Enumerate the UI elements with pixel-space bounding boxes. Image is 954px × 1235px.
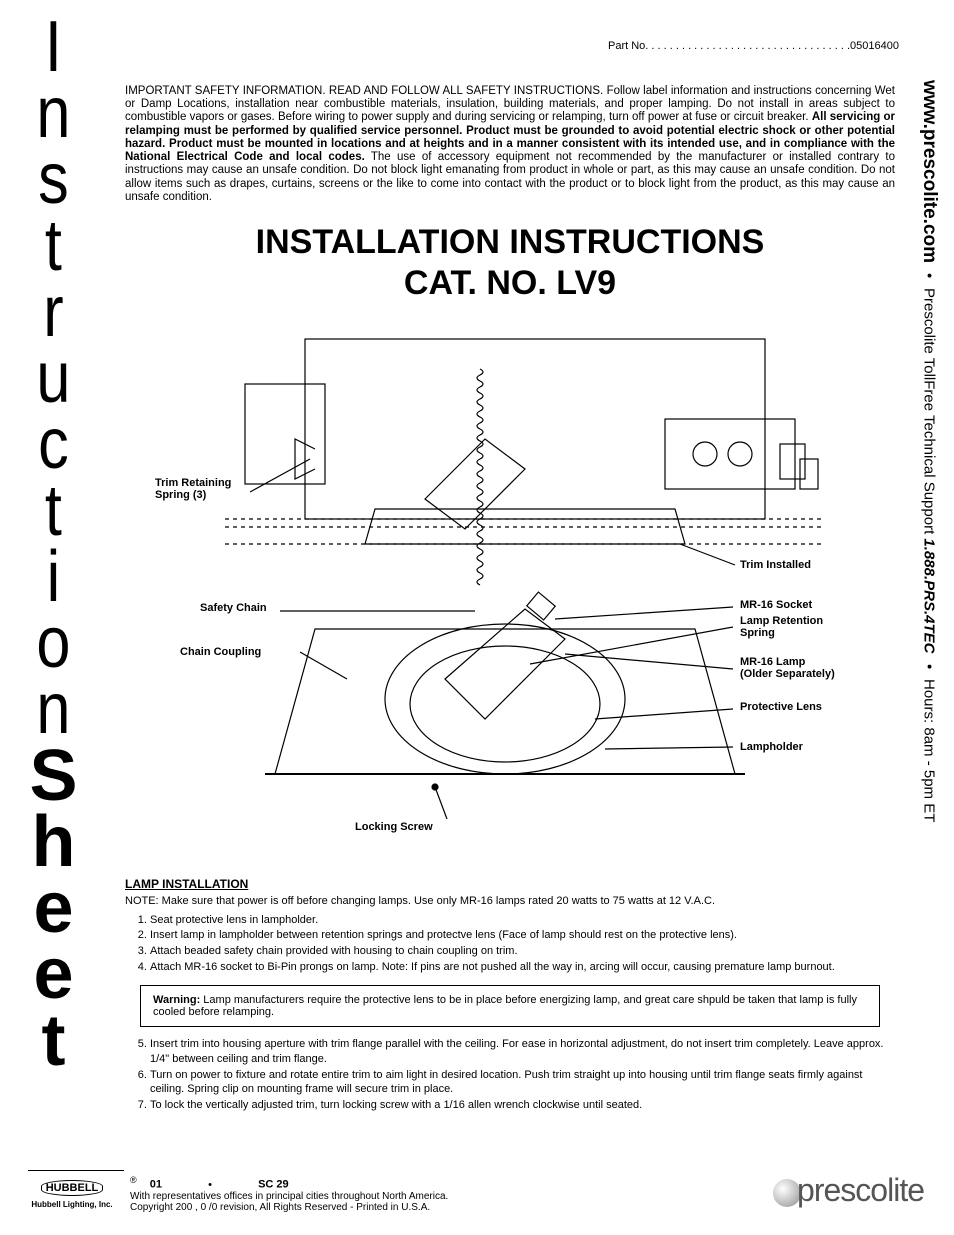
label-protective-lens: Protective Lens [740,701,822,714]
hubbell-logo: HUBBELL [41,1180,104,1196]
lamp-installation-note: NOTE: Make sure that power is off before… [125,895,895,907]
warning-text: Lamp manufacturers require the protectiv… [153,994,857,1018]
side-title-ch: I [15,14,92,80]
side-title-ch: r [15,279,92,345]
side-title-ch: o [15,610,92,676]
part-number: Part No. . . . . . . . . . . . . . . . .… [608,40,899,52]
label-lamp-retention-spring: Lamp Retention Spring [740,615,823,640]
side-title-ch: e [8,875,98,941]
label-trim-retaining-spring: Trim Retaining Spring (3) [155,477,231,502]
side-title-ch: t [8,1008,98,1074]
step-item: Insert trim into housing aperture with t… [150,1037,895,1067]
phone-number: 1.888.PRS.4TEC [921,539,938,654]
label-mr16-lamp: MR-16 Lamp (Older Separately) [740,656,835,681]
hubbell-company: Hubbell Lighting, Inc. [22,1200,122,1209]
step-item: Attach MR-16 socket to Bi-Pin prongs on … [150,960,895,975]
side-title-ch: c [15,411,92,477]
page-title: INSTALLATION INSTRUCTIONS CAT. NO. LV9 [125,222,895,304]
step-item: Seat protective lens in lampholder. [150,913,895,928]
registered-icon: ® [130,1175,137,1185]
safety-paragraph: IMPORTANT SAFETY INFORMATION. READ AND F… [125,85,895,204]
side-title-ch: S [8,743,98,809]
step-item: Attach beaded safety chain provided with… [150,944,895,959]
side-rule [28,1170,124,1171]
side-title-ch: n [15,80,92,146]
side-title: I n s t r u c t i o n S h e e t [8,14,98,1074]
side-title-ch: t [15,213,92,279]
label-chain-coupling: Chain Coupling [180,646,261,659]
steps-list-b: Insert trim into housing aperture with t… [125,1037,895,1113]
steps-list-a: Seat protective lens in lampholder. Inse… [125,913,895,975]
step-item: Insert lamp in lampholder between retent… [150,928,895,943]
part-no-label: Part No. [608,40,651,52]
warning-box: Warning: Lamp manufacturers require the … [140,985,880,1027]
warning-label: Warning: [153,994,200,1006]
right-rail: www.prescolite.com • Prescolite TollFree… [914,80,944,1130]
label-safety-chain: Safety Chain [200,602,267,615]
step-item: Turn on power to fixture and rotate enti… [150,1068,895,1098]
hours-text: Hours: 8am - 5pm ET [921,679,938,822]
support-label: Prescolite TollFree Technical Support 1.… [921,288,938,653]
prescolite-text: prescolite [797,1172,924,1208]
prescolite-logo: prescolite [773,1172,924,1209]
separator: • [921,273,938,278]
website-url: www.prescolite.com [918,80,940,263]
side-title-ch: e [8,941,98,1007]
hubbell-badge: HUBBELL Hubbell Lighting, Inc. [22,1180,122,1209]
side-title-ch: s [15,146,92,212]
side-title-ch: n [15,676,92,742]
lamp-installation-heading: LAMP INSTALLATION [125,877,895,891]
step-item: To lock the vertically adjusted trim, tu… [150,1098,895,1113]
label-locking-screw: Locking Screw [355,821,433,834]
part-no-value: 05016400 [850,40,899,52]
label-mr16-socket: MR-16 Socket [740,599,812,612]
diagram: Trim Retaining Spring (3) Safety Chain C… [125,329,885,869]
label-trim-installed: Trim Installed [740,559,811,572]
side-title-ch: u [15,345,92,411]
side-title-ch: h [8,809,98,875]
side-title-ch: i [15,544,92,610]
separator: • [921,664,938,669]
main-content: IMPORTANT SAFETY INFORMATION. READ AND F… [125,85,895,1114]
side-title-ch: t [15,478,92,544]
label-lampholder: Lampholder [740,741,803,754]
part-no-dots: . . . . . . . . . . . . . . . . . . . . … [651,40,850,52]
